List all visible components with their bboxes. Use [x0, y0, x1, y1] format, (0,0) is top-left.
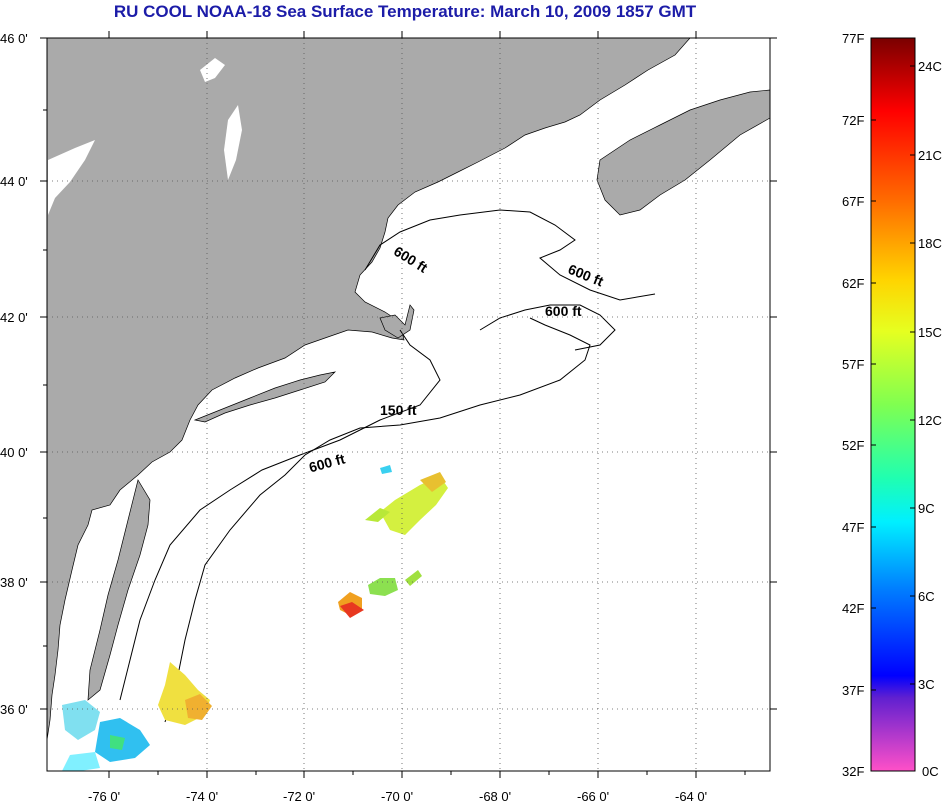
- colorbar-f-52: 52F: [842, 438, 864, 453]
- contour-600ft-gulf: [364, 209, 656, 301]
- lon-label-74: -74 0': [186, 789, 218, 804]
- lat-label-40: 40 0': [0, 445, 28, 460]
- colorbar-c-6: 6C: [918, 589, 935, 604]
- lake-interior: [224, 105, 242, 180]
- contour-label-150: 150 ft: [380, 402, 417, 418]
- colorbar-c-3: 3C: [918, 677, 935, 692]
- colorbar-c-15: 15C: [918, 325, 942, 340]
- land-delmarva: [87, 479, 151, 701]
- colorbar-f-32: 32F: [842, 764, 864, 779]
- axis-ticks: [40, 31, 777, 778]
- lon-label-76: -76 0': [88, 789, 120, 804]
- colorbar-f-77: 77F: [842, 31, 864, 46]
- colorbar-c-18: 18C: [918, 236, 942, 251]
- colorbar-f-57: 57F: [842, 357, 864, 372]
- colorbar-f-37: 37F: [842, 683, 864, 698]
- colorbar-c-24: 24C: [918, 59, 942, 74]
- lat-label-42: 42 0': [0, 310, 28, 325]
- land-us-mainland: [47, 38, 691, 741]
- lon-label-70: -70 0': [381, 789, 413, 804]
- colorbar-c-9: 9C: [918, 501, 935, 516]
- lon-label-68: -68 0': [479, 789, 511, 804]
- colorbar-f-62: 62F: [842, 276, 864, 291]
- contour-150ft: [119, 329, 441, 701]
- lon-label-66: -66 0': [577, 789, 609, 804]
- colorbar-f-72: 72F: [842, 113, 864, 128]
- colorbar-c-0: 0C: [922, 764, 939, 779]
- colorbar-c-21: 21C: [918, 148, 942, 163]
- contour-label-600-georges: 600 ft: [545, 303, 582, 319]
- lat-label-36: 36 0': [0, 702, 28, 717]
- lon-label-72: -72 0': [283, 789, 315, 804]
- lake-champlain: [48, 140, 95, 215]
- land-long-island: [193, 371, 337, 423]
- colorbar: [870, 37, 916, 772]
- colorbar-f-42: 42F: [842, 601, 864, 616]
- land-cape-cod: [379, 304, 415, 339]
- land-nova-scotia: [596, 89, 770, 216]
- colorbar-f-47: 47F: [842, 520, 864, 535]
- lake-moosehead: [200, 58, 225, 82]
- graticule: [47, 38, 770, 771]
- contour-600ft-georges: [479, 304, 616, 351]
- contour-600ft-shelf: [164, 317, 591, 723]
- colorbar-ticks: [871, 37, 915, 691]
- map-title: RU COOL NOAA-18 Sea Surface Temperature:…: [113, 2, 697, 21]
- lat-label-38: 38 0': [0, 575, 28, 590]
- map-frame: [46, 37, 771, 772]
- lon-label-64: -64 0': [675, 789, 707, 804]
- colorbar-c-12: 12C: [918, 413, 942, 428]
- lat-label-46: 46 0': [0, 31, 28, 46]
- lat-label-44: 44 0': [0, 174, 28, 189]
- colorbar-f-67: 67F: [842, 194, 864, 209]
